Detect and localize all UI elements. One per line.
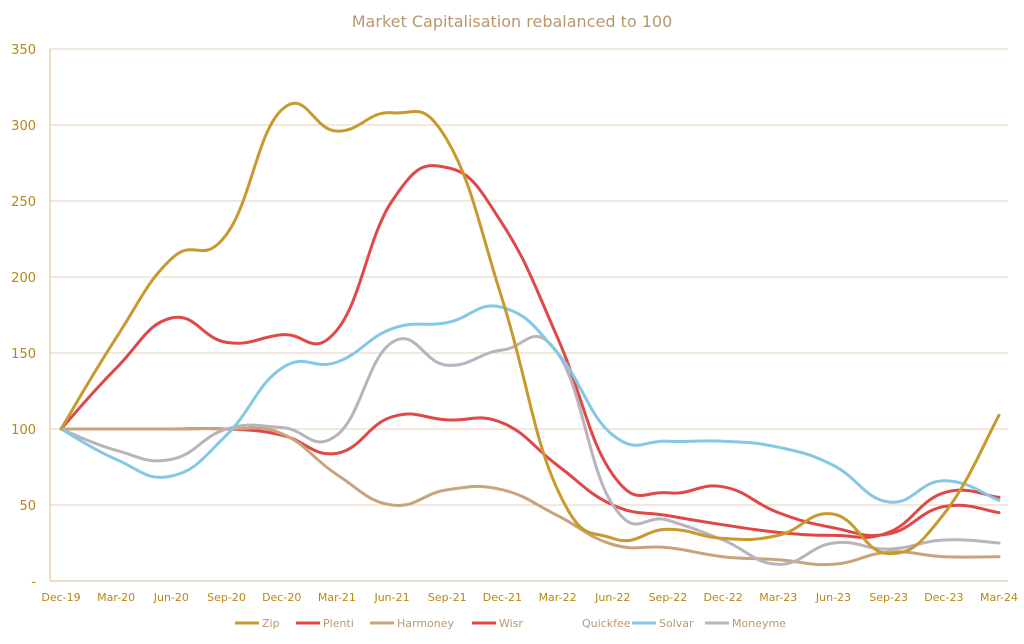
x-tick-label: Mar-22 [539,591,577,604]
y-tick-label: 150 [11,347,36,362]
x-tick-label: Jun-21 [373,591,409,604]
x-tick-label: Sep-21 [428,591,467,604]
x-tick-label: Mar-21 [318,591,356,604]
x-tick-label: Dec-19 [41,591,80,604]
x-tick-label: Dec-21 [483,591,522,604]
legend-label-zip: Zip [262,617,280,630]
x-tick-label: Sep-23 [869,591,908,604]
y-tick-label: 50 [19,499,36,514]
y-tick-label: 300 [11,119,36,134]
legend-label-plenti: Plenti [323,617,354,630]
x-tick-label: Dec-20 [262,591,301,604]
series-line-wisr [59,412,1001,539]
series-line-plenti [59,164,1001,538]
x-tick-label: Jun-23 [815,591,851,604]
y-axis-ticks: 350 300 250 200 150 100 50 - [11,43,36,590]
legend-label-quickfee: Quickfee [582,617,631,630]
series-line-solvar [59,304,1001,504]
y-tick-label: 200 [11,271,36,286]
y-tick-label: 100 [11,423,36,438]
x-tick-label: Mar-23 [759,591,797,604]
x-tick-label: Sep-22 [649,591,688,604]
y-tick-label: 350 [11,43,36,58]
legend: Zip Plenti Harmoney Wisr Quickfee Solvar Money… [235,617,786,630]
series-lines [59,101,1001,567]
x-tick-label: Dec-23 [924,591,963,604]
series-line-moneyme [59,334,1001,566]
x-axis-ticks: Dec-19 Mar-20 Jun-20 Sep-20 Dec-20 Mar-21 Jun-… [41,591,1018,604]
x-tick-label: Sep-20 [207,591,246,604]
x-tick-label: Jun-20 [153,591,189,604]
chart-title: Market Capitalisation rebalanced to 100 [352,12,673,31]
x-tick-label: Jun-22 [594,591,630,604]
x-tick-label: Mar-24 [980,591,1018,604]
legend-label-wisr: Wisr [499,617,523,630]
y-tick-label: - [31,575,36,590]
y-tick-label: 250 [11,195,36,210]
x-tick-label: Mar-20 [97,591,135,604]
x-tick-label: Dec-22 [703,591,742,604]
series-line-zip [59,101,1001,556]
legend-label-harmoney: Harmoney [397,617,455,630]
legend-label-solvar: Solvar [659,617,694,630]
legend-label-moneyme: Moneyme [732,617,786,630]
